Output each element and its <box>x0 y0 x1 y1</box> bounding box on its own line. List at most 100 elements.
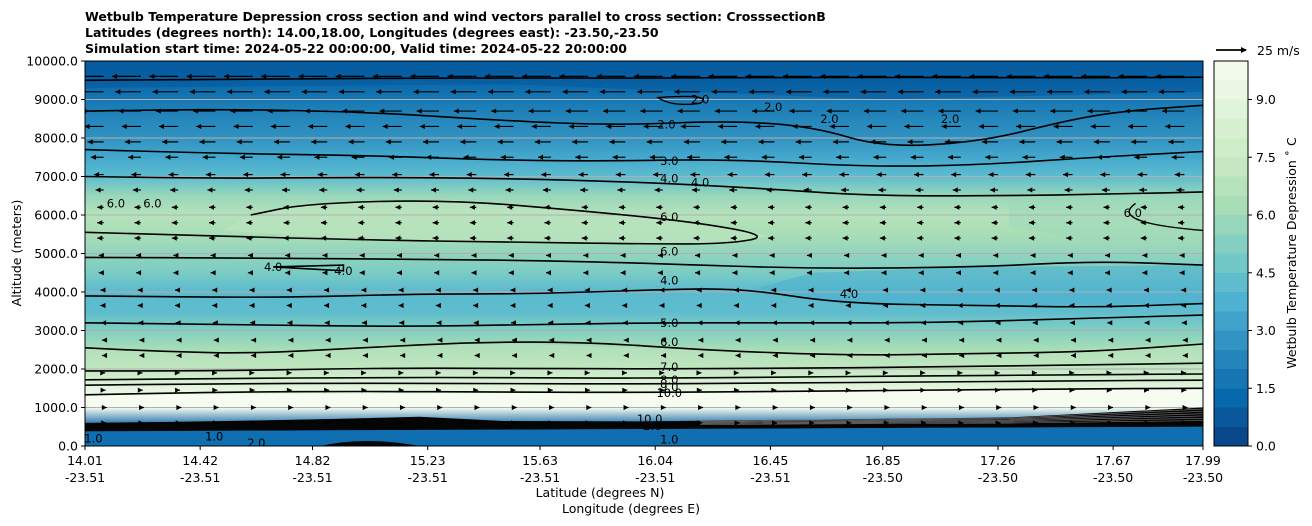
wind-vector-head <box>1069 302 1075 309</box>
contour-line <box>85 148 1203 167</box>
wind-vector-head <box>510 287 516 293</box>
wind-vector-head <box>281 187 287 193</box>
wind-vector-head <box>844 270 850 276</box>
wind-vector-head <box>250 320 256 326</box>
wind-vector-head <box>547 387 553 393</box>
wind-vector-head <box>176 352 182 359</box>
wind-vector-head <box>416 108 422 114</box>
wind-vector-head <box>653 171 659 178</box>
contour-label: 2.0 <box>643 419 661 433</box>
wind-vector-head <box>768 220 774 226</box>
wind-vector-head <box>473 320 479 326</box>
wind-vector-head <box>247 252 253 259</box>
wind-vector-head <box>112 73 118 79</box>
wind-vector-head <box>583 270 589 276</box>
wind-vector-head <box>511 337 517 343</box>
wind-vector-head <box>863 108 869 114</box>
wind-vector-head <box>1158 89 1164 95</box>
wind-vector-head <box>246 204 252 210</box>
wind-vector-head <box>1032 387 1038 393</box>
wind-vector-head <box>239 154 245 160</box>
contour-label: 4.0 <box>840 287 858 301</box>
wind-vector-head <box>320 204 326 210</box>
wind-vector-head <box>189 89 195 95</box>
wind-vector-head <box>894 73 900 79</box>
wind-vector-head <box>802 171 808 178</box>
wind-vector-head <box>657 252 663 259</box>
x-tick-label-lat: 17.67 <box>1095 453 1131 468</box>
wind-vector-head <box>622 387 628 393</box>
wind-vector-head <box>996 337 1002 343</box>
wind-vector-head <box>1070 337 1076 343</box>
x-tick-label-lon: -23.51 <box>292 470 332 485</box>
wind-vector-head <box>733 370 739 376</box>
contour-label: 2.0 <box>820 112 838 126</box>
wind-vector-head <box>975 108 981 114</box>
wind-vector-head <box>1070 420 1076 426</box>
wind-vector-head <box>324 287 330 293</box>
wind-vector-head <box>1100 171 1106 178</box>
wind-vector-head <box>101 420 107 426</box>
wind-vector-head <box>199 139 205 145</box>
wind-vector-head <box>958 320 964 326</box>
wind-vector-head <box>453 108 459 114</box>
contour-line <box>85 362 1203 372</box>
wind-vector-head <box>362 337 368 343</box>
wind-vector-head <box>1145 337 1151 343</box>
wind-vector-head <box>995 420 1001 426</box>
wind-vector-head <box>1069 287 1075 293</box>
wind-vector-head <box>251 352 257 359</box>
wind-vector-head <box>138 320 144 326</box>
surface-contour <box>700 408 1203 421</box>
wind-vector-head <box>474 352 480 359</box>
wind-vector-head <box>622 287 628 293</box>
wind-vector-head <box>575 154 581 160</box>
wind-vector-head <box>955 252 961 259</box>
wind-vector-head <box>139 404 145 411</box>
wind-vector-head <box>212 320 218 326</box>
wind-vector-head <box>881 270 887 276</box>
wind-vector-head <box>1182 337 1188 343</box>
wind-vector-head <box>1179 252 1185 259</box>
wind-vector-head <box>361 287 367 293</box>
saturated-band <box>85 388 1203 408</box>
wind-vector-head <box>212 420 218 426</box>
wind-vector-head <box>1145 352 1151 359</box>
wind-vector-head <box>547 370 553 376</box>
wind-vector-head <box>243 171 249 178</box>
wind-vector-head <box>623 404 629 411</box>
wind-vector-head <box>806 252 812 259</box>
wind-vector-head <box>1143 370 1149 376</box>
wind-vector-head <box>585 387 591 393</box>
wind-vector-head <box>246 235 252 241</box>
contour-label: 10.0 <box>656 386 682 400</box>
wind-vector-head <box>883 287 889 293</box>
wind-vector-head <box>434 270 440 276</box>
wind-vector-head <box>769 252 775 259</box>
wind-vector-head <box>508 252 514 259</box>
wind-vector-head <box>320 235 326 241</box>
wind-vector-head <box>288 352 294 359</box>
surface-contour <box>700 413 1203 423</box>
x-axis-label-lat: Latitude (degrees N) <box>536 485 665 500</box>
wind-vector-head <box>314 154 320 160</box>
wind-vector-head <box>580 187 586 193</box>
wind-vector-head <box>283 235 289 241</box>
wind-vector-head <box>213 352 219 359</box>
wind-vector-head <box>287 320 293 326</box>
contour-label: 7.0 <box>660 360 678 374</box>
wind-vector-head <box>270 123 276 130</box>
wind-vector-head <box>1022 154 1028 160</box>
wind-vector-head <box>511 404 517 411</box>
wind-vector-head <box>212 287 218 293</box>
wind-vector-head <box>772 337 778 343</box>
wind-vector-head <box>358 204 364 210</box>
title-line-2: Latitudes (degrees north): 14.00,18.00, … <box>85 25 659 40</box>
wind-vector-head <box>487 89 493 95</box>
wind-vector-head <box>171 204 177 210</box>
wind-vector-head <box>578 171 584 178</box>
wind-vector-head <box>398 387 404 393</box>
wind-vector-head <box>734 387 740 393</box>
mid-moist-region <box>222 199 771 244</box>
wind-vector-head <box>546 252 552 259</box>
